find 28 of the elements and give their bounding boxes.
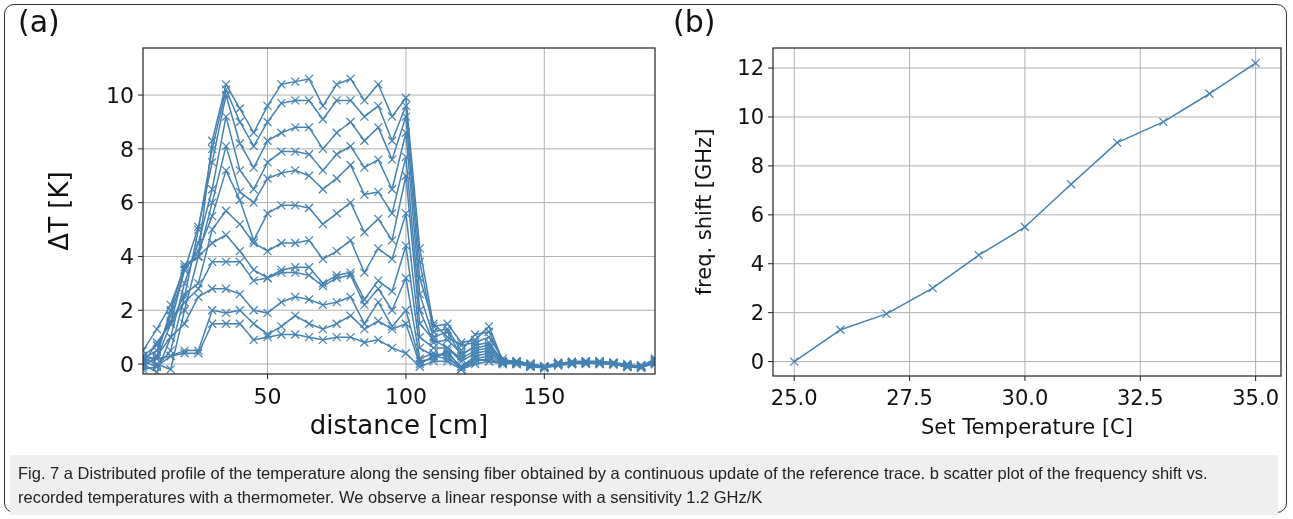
x-tick-label: 100 (384, 384, 427, 409)
caption: Fig. 7 a Distributed profile of the temperature along the sensing fiber obtained by a continuous update of the reference trace. b scatter plot of the frequency shift vs. recorded temperatures with a thermometer. We observe a linear response with a sensitivity 1.2 GHz/K (18, 463, 1209, 508)
text: (a) (18, 4, 60, 39)
y-tick-label: 6 (750, 203, 764, 228)
y-axis-title: ΔT [K] (44, 171, 74, 251)
y-tick-label: 4 (750, 252, 764, 277)
x-axis-title: Set Temperature [C] (921, 415, 1133, 439)
x-tick-label: 35.0 (1232, 386, 1280, 410)
x-tick-label: 50 (253, 384, 282, 409)
y-tick-label: 2 (750, 301, 764, 325)
y-tick-label: 2 (120, 297, 134, 323)
y-tick-label: 10 (737, 105, 764, 130)
y-tick-label: 12 (737, 56, 764, 81)
y-tick-label: 8 (120, 136, 134, 162)
y-tick-label: 0 (120, 351, 134, 377)
x-tick-label: 27.5 (886, 386, 933, 410)
y-tick-label: 0 (750, 349, 764, 374)
text: (b) (673, 4, 716, 39)
y-tick-label: 6 (120, 190, 134, 216)
x-tick-label: 32.5 (1116, 386, 1164, 410)
x-tick-label: 150 (523, 384, 566, 409)
y-axis-title: freq. shift [GHz] (692, 128, 716, 296)
y-tick-label: 8 (750, 154, 764, 179)
y-tick-label: 4 (120, 244, 134, 270)
x-tick-label: 25.0 (770, 386, 818, 410)
y-tick-label: 10 (106, 82, 134, 108)
x-tick-label: 30.0 (1001, 386, 1049, 410)
x-axis-title: distance [cm] (309, 410, 489, 440)
